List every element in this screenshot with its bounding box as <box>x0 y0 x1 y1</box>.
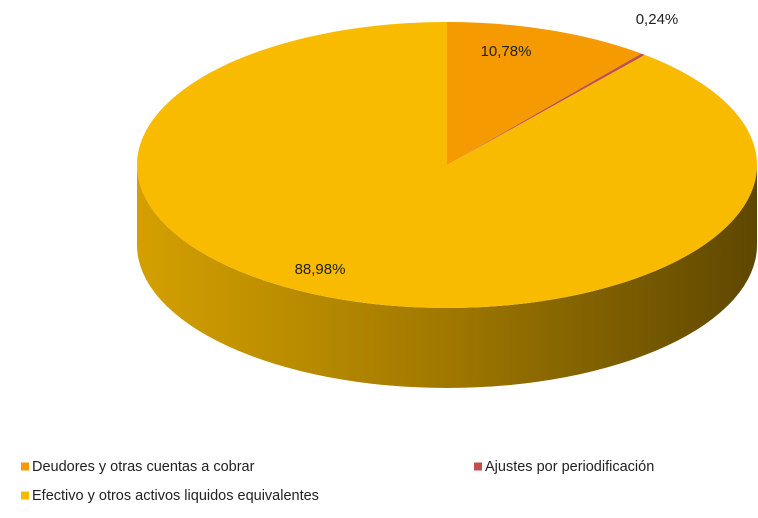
pie-sides <box>137 165 757 388</box>
data-labels: 10,78% 0,24% 88,98% <box>295 11 679 278</box>
pie-slice <box>447 22 642 165</box>
legend-label: Deudores y otras cuentas a cobrar <box>32 459 255 475</box>
pie-slice <box>447 53 645 165</box>
legend-swatch <box>21 462 29 471</box>
legend-label: Ajustes por periodificación <box>485 459 654 475</box>
data-label: 10,78% <box>481 43 532 60</box>
legend-swatch <box>21 491 29 500</box>
data-label: 88,98% <box>295 261 346 278</box>
legend: Deudores y otras cuentas a cobrar Ajustes… <box>21 459 654 504</box>
legend-label: Efectivo y otros activos liquidos equiva… <box>32 488 319 504</box>
pie-tops <box>137 22 758 309</box>
data-label: 0,24% <box>636 11 679 28</box>
pie-side <box>137 165 757 388</box>
legend-swatch <box>474 462 482 471</box>
pie-slice <box>137 22 758 309</box>
